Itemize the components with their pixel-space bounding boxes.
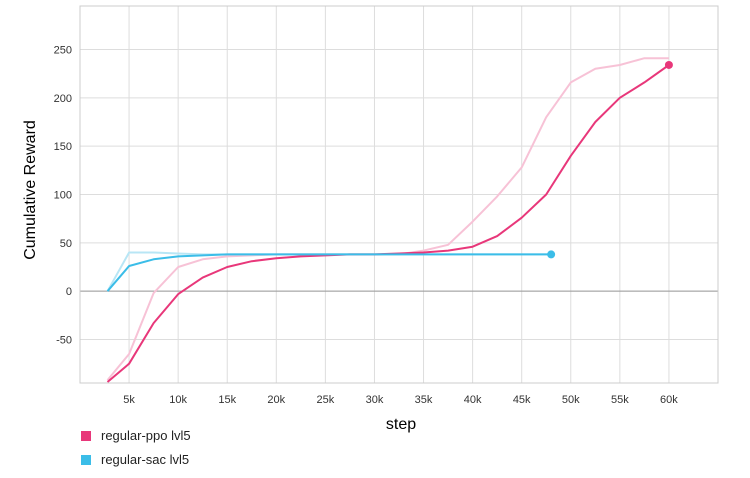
plot-frame [79, 5, 719, 384]
x-tick-label: 10k [169, 394, 187, 406]
raw-line-regular-ppo-lvl5 [106, 57, 669, 381]
x-tick-label: 15k [218, 394, 236, 406]
y-axis-title: Cumulative Reward [22, 120, 39, 260]
y-tick-label: 250 [54, 45, 72, 57]
x-tick-label: 5k [123, 394, 135, 406]
series-line-regular-ppo-lvl5[interactable] [106, 64, 670, 383]
smoothed-series-lines [106, 64, 670, 383]
legend-swatch-regular-ppo-lvl5 [81, 431, 91, 441]
y-tick-label: 150 [54, 141, 72, 153]
raw-series-lines [106, 57, 669, 381]
x-tick-label: 45k [513, 394, 531, 406]
series-line-regular-sac-lvl5[interactable] [106, 253, 552, 292]
x-tick-label: 35k [415, 394, 433, 406]
legend: regular-ppo lvl5 regular-sac lvl5 [81, 428, 191, 467]
y-tick-label: 200 [54, 93, 72, 105]
grid [80, 6, 718, 383]
x-tick-label: 30k [366, 394, 384, 406]
x-tick-label: 25k [317, 394, 335, 406]
y-tick-label: 50 [60, 238, 72, 250]
x-tick-label: 20k [267, 394, 285, 406]
x-tick-labels: 5k 10k 15k 20k 25k 30k 35k 40k 45k 50k 55k 60k [123, 394, 678, 406]
x-tick-label: 55k [611, 394, 629, 406]
legend-label-regular-ppo-lvl5[interactable]: regular-ppo lvl5 [101, 428, 191, 443]
x-axis-title: step [386, 416, 416, 433]
legend-swatch-regular-sac-lvl5 [81, 455, 91, 465]
x-tick-label: 60k [660, 394, 678, 406]
y-tick-labels: -50 0 50 100 150 200 250 [54, 45, 72, 347]
x-tick-label: 40k [464, 394, 482, 406]
end-marker-regular-sac-lvl5 [547, 250, 556, 259]
end-marker-regular-ppo-lvl5 [664, 60, 673, 69]
plot-border [79, 5, 719, 384]
x-tick-label: 50k [562, 394, 580, 406]
legend-label-regular-sac-lvl5[interactable]: regular-sac lvl5 [101, 452, 189, 467]
y-tick-label: -50 [56, 335, 72, 347]
series-end-markers [547, 60, 673, 259]
y-tick-label: 100 [54, 190, 72, 202]
y-tick-label: 0 [66, 286, 72, 298]
